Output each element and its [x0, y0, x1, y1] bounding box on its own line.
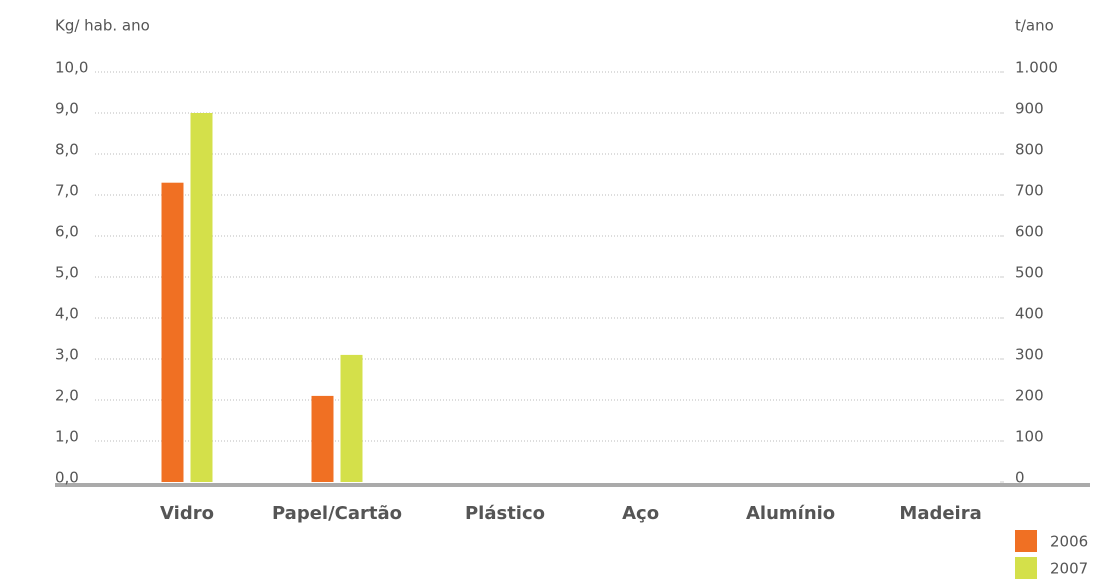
y2-tick-label: 300: [1015, 346, 1044, 364]
bar: [161, 182, 184, 482]
y-tick-label: 0,0: [55, 469, 79, 487]
x-tick-label: Papel/Cartão: [272, 503, 402, 524]
y-tick-label: 2,0: [55, 387, 79, 405]
y-tick-label: 1,0: [55, 428, 79, 446]
y2-axis-title: t/ano: [1015, 17, 1054, 35]
y2-tick-label: 400: [1015, 305, 1044, 323]
y2-tick-label: 1.000: [1015, 59, 1058, 77]
x-tick-label: Alumínio: [746, 503, 835, 524]
y-tick-label: 5,0: [55, 264, 79, 282]
legend-swatch: [1015, 530, 1037, 552]
x-tick-label: Madeira: [899, 503, 981, 524]
bar: [190, 113, 213, 482]
y-axis-title: Kg/ hab. ano: [55, 17, 150, 35]
x-tick-label: Vidro: [160, 503, 214, 524]
y-tick-label: 8,0: [55, 141, 79, 159]
y-tick-label: 10,0: [55, 59, 88, 77]
y-tick-label: 7,0: [55, 182, 79, 200]
y2-tick-label: 0: [1015, 469, 1025, 487]
y-tick-label: 4,0: [55, 305, 79, 323]
legend-swatch: [1015, 557, 1037, 579]
y2-tick-label: 600: [1015, 223, 1044, 241]
y2-tick-label: 200: [1015, 387, 1044, 405]
y2-tick-label: 100: [1015, 428, 1044, 446]
legend-label: 2007: [1050, 560, 1088, 578]
y2-tick-label: 700: [1015, 182, 1044, 200]
legend-label: 2006: [1050, 533, 1088, 551]
y2-tick-label: 500: [1015, 264, 1044, 282]
x-tick-label: Plástico: [465, 503, 545, 524]
x-tick-label: Aço: [622, 503, 659, 524]
y-tick-label: 3,0: [55, 346, 79, 364]
bar: [340, 354, 363, 482]
y2-tick-label: 900: [1015, 100, 1044, 118]
y-tick-label: 6,0: [55, 223, 79, 241]
y-tick-label: 9,0: [55, 100, 79, 118]
y2-tick-label: 800: [1015, 141, 1044, 159]
bar: [311, 395, 334, 482]
